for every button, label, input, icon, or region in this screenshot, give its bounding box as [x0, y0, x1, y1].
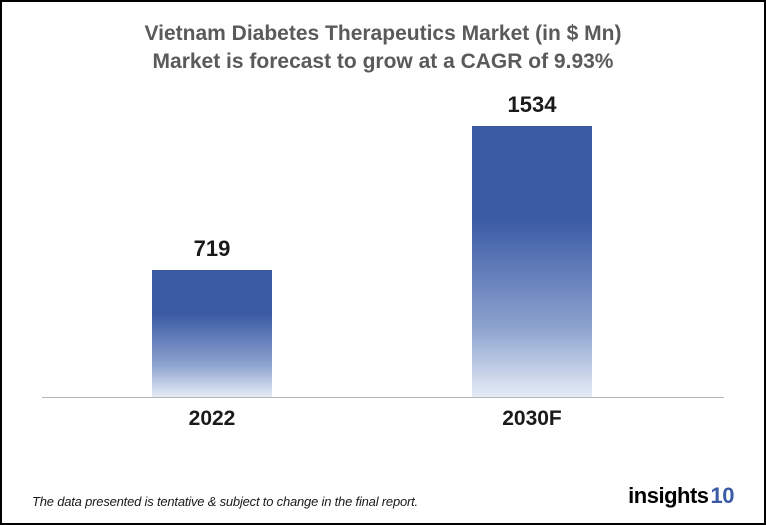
x-axis-baseline — [42, 397, 724, 398]
plot-region: 719 1534 — [42, 97, 724, 397]
bar-2022: 719 — [152, 270, 272, 397]
bar-fill — [472, 126, 592, 397]
chart-title: Vietnam Diabetes Therapeutics Market (in… — [32, 20, 734, 77]
footer: The data presented is tentative & subjec… — [32, 473, 734, 509]
chart-area: 719 1534 2022 2030F — [42, 97, 724, 473]
x-axis-labels: 2022 2030F — [42, 407, 724, 437]
bar-2030f: 1534 — [472, 126, 592, 397]
title-line-1: Vietnam Diabetes Therapeutics Market (in… — [145, 22, 622, 45]
bar-value-label: 719 — [152, 236, 272, 262]
x-label-2022: 2022 — [152, 407, 272, 431]
disclaimer-text: The data presented is tentative & subjec… — [32, 494, 418, 509]
logo-ten: 10 — [711, 483, 734, 509]
bar-fill — [152, 270, 272, 397]
x-label-2030f: 2030F — [472, 407, 592, 431]
chart-frame: Vietnam Diabetes Therapeutics Market (in… — [0, 0, 766, 525]
logo-word: insights — [628, 483, 708, 509]
title-line-2: Market is forecast to grow at a CAGR of … — [153, 50, 614, 73]
bar-value-label: 1534 — [472, 92, 592, 118]
insights10-logo: insights10 — [628, 483, 734, 509]
